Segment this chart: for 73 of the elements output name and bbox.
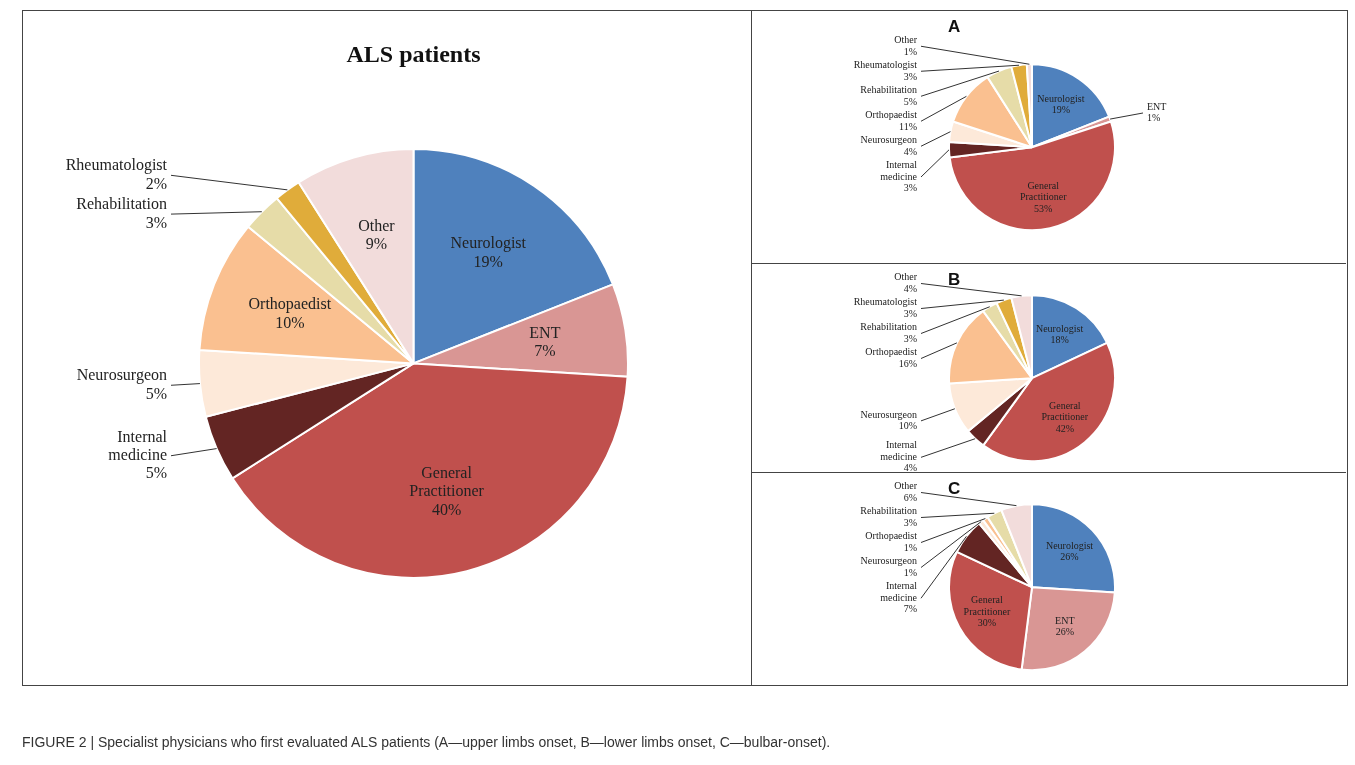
data-label: 4% (903, 282, 917, 294)
slice-label: Internal medicine (880, 439, 918, 462)
slice-label: General Practitioner (1041, 399, 1089, 423)
slice-label: Neurosurgeon (860, 408, 917, 420)
data-label: 18% (1050, 334, 1069, 346)
slice-label: General Practitioner (963, 594, 1011, 617)
data-label: 4% (903, 145, 917, 157)
slice-label: Orthopaedist (865, 346, 918, 358)
data-label: 1% (903, 566, 917, 578)
slice-label: Neurologist (450, 234, 527, 253)
data-label: 19% (1051, 104, 1071, 116)
data-label: 53% (1034, 202, 1053, 214)
caption: FIGURE 2 | Specialist physicians who first evaluated ALS patients (A—upper limbs onset, B—lower limbs onset, C—bulbar-onset). (22, 734, 832, 750)
slice-label: Other (358, 216, 396, 234)
data-label: 3% (145, 213, 167, 231)
slice-label: Neurosurgeon (860, 134, 917, 146)
chart-title: C (948, 478, 961, 498)
data-label: 16% (898, 357, 917, 369)
data-label: 40% (431, 500, 462, 518)
data-label: 10% (275, 313, 305, 331)
slice-label: Internal medicine (880, 580, 918, 603)
slice-label: Other (894, 34, 918, 46)
slice-label: Rehabilitation (860, 505, 917, 517)
slice-label: Neurologist (1045, 539, 1094, 551)
slice-label: Neurologist (1037, 92, 1085, 104)
slice-label: Rheumatologist (853, 59, 918, 71)
data-label: 10% (898, 420, 917, 432)
data-label: 5% (145, 384, 167, 402)
slice-label: Neurosurgeon (860, 555, 917, 567)
data-label: 7% (534, 342, 556, 359)
data-label: 3% (903, 70, 917, 82)
slice-label: Orthopaedist (865, 530, 918, 542)
slice-label: Internal medicine (880, 159, 918, 182)
data-label: 1% (1147, 112, 1161, 124)
slice-label: Other (894, 480, 918, 492)
data-label: 4% (903, 462, 917, 474)
slice-label: Rehabilitation (860, 321, 917, 333)
data-label: 30% (977, 617, 997, 629)
slice-label: Rehabilitation (76, 195, 167, 213)
data-label: 26% (1060, 551, 1079, 563)
data-label: 5% (903, 95, 917, 107)
data-label: 3% (903, 307, 917, 319)
data-label: 7% (903, 603, 917, 615)
data-label: 1% (903, 541, 917, 553)
data-label: 6% (903, 491, 917, 503)
slice-label: ENT (1055, 614, 1075, 626)
slice-label: Orthopaedist (865, 109, 918, 121)
data-label: 42% (1055, 422, 1074, 434)
data-label: 3% (903, 182, 917, 194)
data-label: 9% (365, 235, 388, 253)
data-label: 26% (1055, 626, 1074, 638)
data-label: 2% (145, 174, 167, 192)
slice-label: General Practitioner (409, 464, 485, 500)
data-label: 1% (903, 45, 917, 57)
data-label: 3% (903, 332, 917, 344)
data-label: 11% (899, 120, 917, 132)
slice-label: Internal medicine (108, 427, 168, 463)
chart-title: B (948, 269, 961, 289)
chart-title: A (948, 16, 961, 36)
slice-label: Neurologist (1035, 322, 1084, 334)
slice-label: Neurosurgeon (76, 366, 167, 385)
slice-label: ENT (529, 323, 561, 341)
slice-label: Rheumatologist (65, 156, 168, 175)
slice-label: Other (894, 271, 918, 283)
slice-label: ENT (1147, 100, 1167, 112)
data-label: 5% (145, 464, 167, 482)
chart-title: ALS patients (346, 40, 481, 67)
data-label: 19% (473, 252, 503, 270)
slice-label: General Practitioner (1019, 179, 1068, 203)
slice-label: Orthopaedist (248, 295, 332, 314)
slice-label: Rehabilitation (860, 84, 917, 96)
slice-label: Rheumatologist (853, 296, 918, 308)
data-label: 3% (903, 516, 917, 528)
